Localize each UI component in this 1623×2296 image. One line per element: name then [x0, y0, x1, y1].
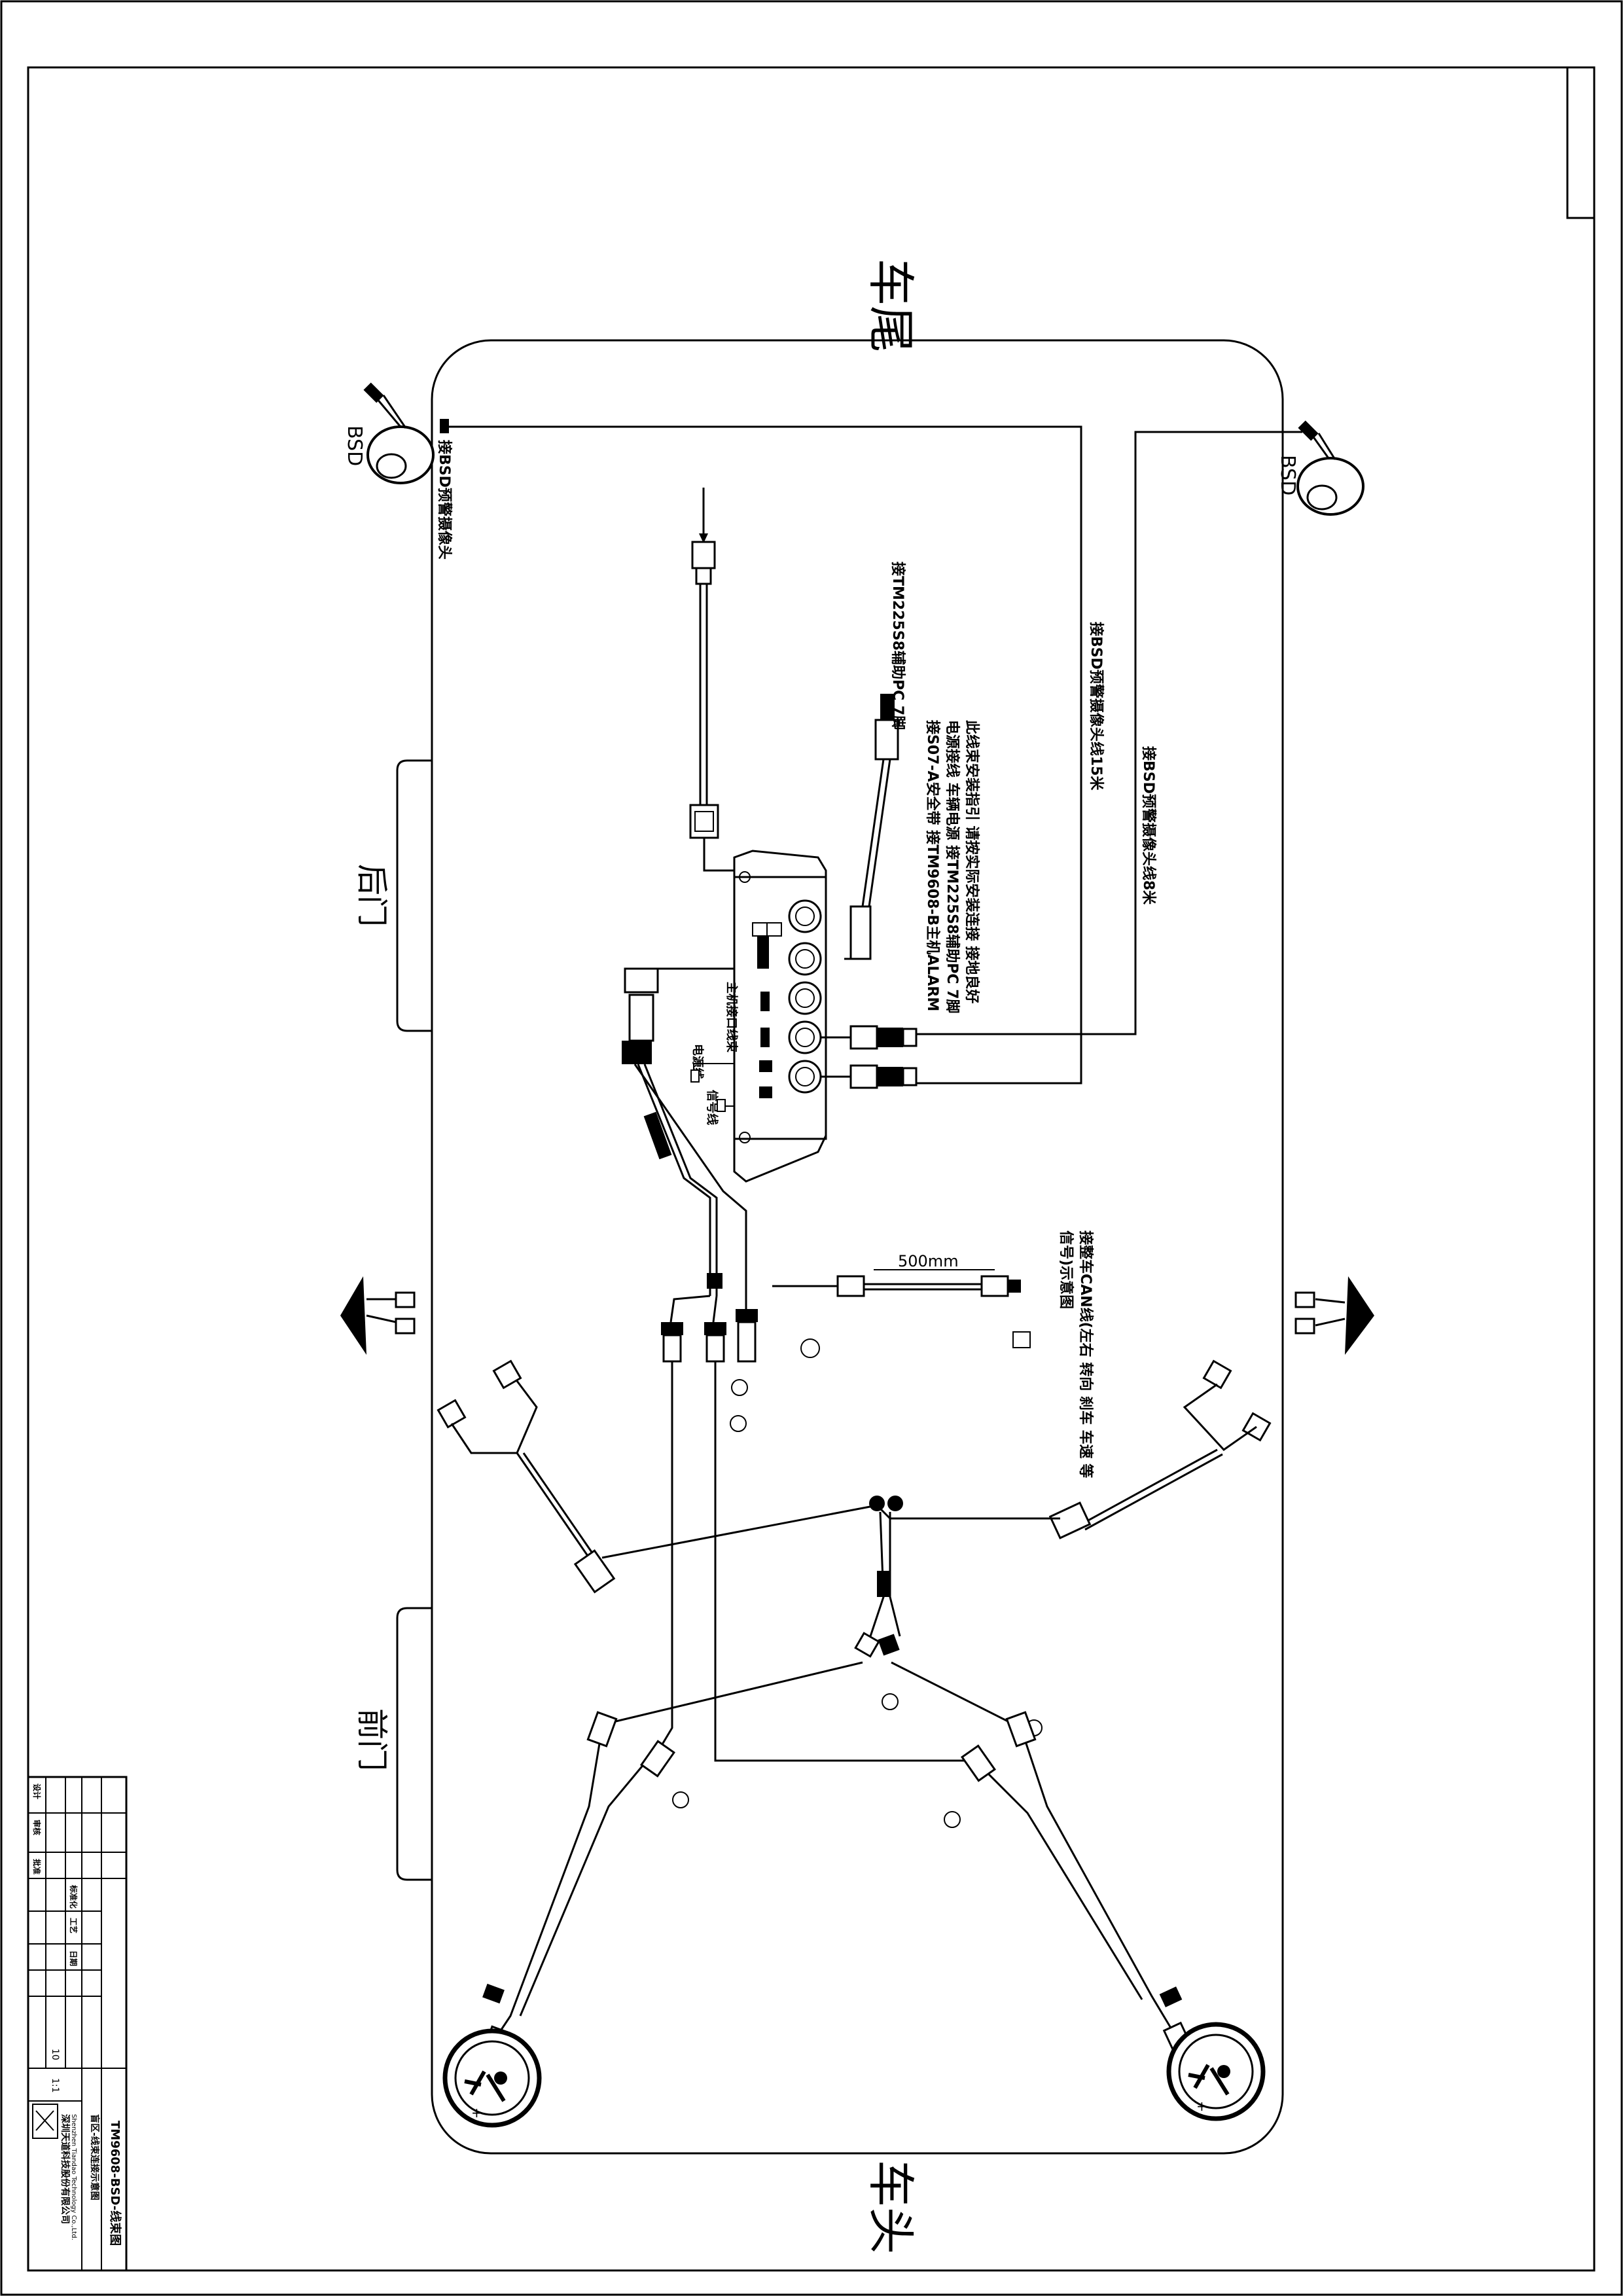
side-camera-right	[1294, 1276, 1374, 1355]
controller-port-5	[788, 1060, 822, 1094]
center-splitter	[601, 1496, 1060, 1729]
pin-diagram-c	[944, 1811, 961, 1828]
y-cable-left	[437, 1359, 616, 1594]
controller-port-1	[788, 899, 822, 933]
bsd-right-label: BSD	[1276, 455, 1299, 495]
power-input-cable	[689, 488, 741, 936]
install-note-2: 电源接线 车辆电源 接TM225S8辅助PC 7脚	[944, 720, 961, 1014]
title-sheets: 10	[50, 2049, 60, 2060]
install-note-3: 接S07-A安全带 接TM9608-B主机ALARM	[924, 720, 941, 1011]
title-head-3: 批准	[32, 1859, 42, 1874]
bsd-camera-left	[363, 382, 435, 484]
title-company-en: Shenzhen Tiandao Technology Co.,Ltd.	[70, 2114, 77, 2240]
front-label: 车头	[863, 2160, 918, 2254]
harness-connector-c	[736, 1309, 758, 1363]
bsd-left-label: BSD	[343, 425, 366, 466]
install-note-1: 此线束安装指引 请按实际安装连接 接地良好	[963, 720, 980, 1003]
side-camera-left	[340, 1276, 416, 1355]
vehicle-outline	[431, 339, 1284, 2155]
tm-cable-note: 接TM225S8辅助PC 7脚	[889, 562, 906, 730]
title-company: 深圳天道科技股份有限公司	[60, 2114, 71, 2224]
front-door-label: 前门	[353, 1708, 390, 1771]
front-door-outline	[396, 1607, 432, 1881]
corner-stamp-box	[1566, 66, 1596, 219]
can-cable-detail	[772, 1269, 1031, 1358]
bsd-cable-8m-note: 接BSD预警摄像头线8米	[1140, 746, 1157, 905]
ped-plus-left: +	[471, 2105, 482, 2121]
bsd-cable-15m-note: 接BSD预警摄像头线15米	[1088, 622, 1105, 791]
title-head-5: 工艺	[69, 1918, 79, 1933]
controller-side-connector	[622, 967, 734, 1112]
bsd-left-cable-note: 接BSD预警摄像头	[436, 440, 453, 560]
pedestrian-camera-right: +	[1166, 2022, 1266, 2121]
tm-cable	[844, 694, 899, 960]
front-left-harness	[482, 1711, 675, 2056]
pin-diagram-b	[672, 1791, 689, 1808]
title-block	[27, 1776, 128, 2272]
pedestrian-camera-left: +	[442, 2028, 542, 2128]
controller-port-2	[788, 942, 822, 976]
ped-plus-right: +	[1196, 2098, 1207, 2114]
harness-connector-b	[704, 1322, 726, 1363]
can-note-2: 信号)示意图	[1058, 1230, 1075, 1309]
controller-port-3	[788, 981, 822, 1015]
bsd-camera-right	[1296, 420, 1364, 516]
cable-length-label: 500mm	[898, 1252, 959, 1270]
bsd-right-cable	[916, 431, 1302, 1035]
controller-label: 主机接口线束	[724, 982, 739, 1053]
front-right-harness	[961, 1711, 1192, 2054]
pin-diagram-f	[730, 1415, 747, 1432]
controller-unit	[733, 850, 827, 1183]
pin-diagram-d	[882, 1693, 899, 1710]
back-door-label: 后门	[353, 864, 390, 927]
harness-connector-a	[661, 1322, 683, 1363]
title-head-1: 设计	[32, 1784, 42, 1799]
title-head-4: 标准化	[69, 1884, 79, 1909]
controller-port-4	[788, 1020, 822, 1054]
back-door-outline	[396, 759, 432, 1032]
bsd-left-connector	[440, 419, 449, 433]
title-head-2: 审核	[32, 1820, 42, 1835]
can-note-1: 接整车CAN线(左右 转向 刹车 车速 等	[1077, 1230, 1094, 1478]
y-cable-right	[1048, 1359, 1272, 1539]
bsd-pigtail-connectors	[821, 1025, 918, 1089]
main-harness	[633, 1064, 1043, 1828]
rear-label: 车尾	[863, 259, 918, 353]
inner-frame	[27, 66, 1596, 2272]
pin-diagram-a	[731, 1379, 748, 1396]
title-part-number: TM9608-BSD-线束图	[108, 2121, 122, 2246]
title-drawing-name: 盲区-线束连接示意图	[89, 2114, 100, 2200]
title-head-6: 日期	[69, 1950, 79, 1966]
bsd-left-cable	[445, 425, 1082, 1034]
pin-label-signal: 信号线	[705, 1090, 719, 1125]
bsd-left-cable-return	[916, 1033, 1082, 1085]
title-scale: 1:1	[50, 2078, 60, 2093]
